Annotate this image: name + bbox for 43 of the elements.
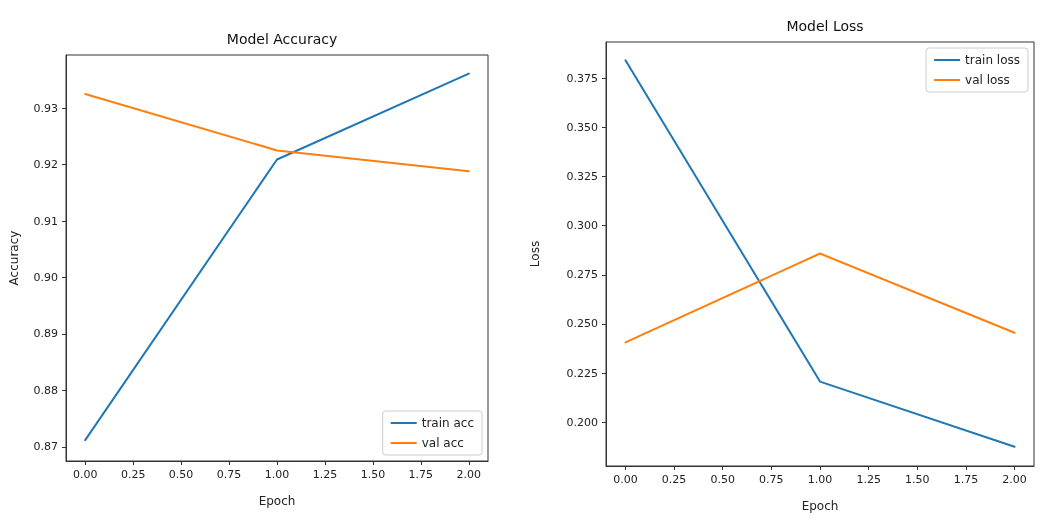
legend-label: val loss bbox=[965, 73, 1010, 87]
x-tick-label: 1.50 bbox=[905, 473, 930, 486]
y-tick-label: 0.325 bbox=[566, 169, 598, 183]
x-tick-label: 1.25 bbox=[312, 468, 338, 481]
x-tick-label: 1.75 bbox=[953, 473, 979, 486]
y-tick-label: 0.87 bbox=[33, 440, 58, 454]
y-axis-title: Accuracy bbox=[7, 230, 21, 286]
x-tick-label: 1.25 bbox=[856, 473, 881, 486]
x-axis-title: Epoch bbox=[258, 494, 296, 508]
x-tick-label: 1.50 bbox=[360, 468, 386, 481]
y-tick-label: 0.90 bbox=[33, 270, 58, 284]
x-tick-label: 0.50 bbox=[710, 473, 735, 486]
x-tick-label: 1.00 bbox=[807, 473, 833, 486]
y-tick-label: 0.92 bbox=[33, 158, 58, 172]
x-tick-label: 0.50 bbox=[168, 468, 194, 481]
x-tick-label: 0.00 bbox=[613, 473, 638, 486]
x-axis-title: Epoch bbox=[801, 499, 839, 513]
y-tick-label: 0.275 bbox=[566, 268, 598, 282]
y-tick-label: 0.88 bbox=[33, 383, 58, 397]
chart-title: Model Loss bbox=[786, 18, 864, 34]
x-tick-label: 1.00 bbox=[264, 468, 290, 481]
x-tick-label: 1.75 bbox=[408, 468, 434, 481]
x-tick-label: 2.00 bbox=[1002, 473, 1027, 486]
y-tick-label: 0.225 bbox=[566, 366, 598, 380]
x-tick-label: 0.25 bbox=[120, 468, 146, 481]
x-tick-label: 0.00 bbox=[72, 468, 98, 481]
y-tick-label: 0.300 bbox=[566, 219, 598, 233]
legend-label: val acc bbox=[421, 436, 464, 450]
y-tick-label: 0.200 bbox=[566, 415, 598, 429]
y-tick-label: 0.89 bbox=[33, 327, 58, 341]
y-tick-label: 0.93 bbox=[33, 101, 58, 115]
y-tick-label: 0.91 bbox=[33, 214, 58, 228]
x-tick-label: 0.75 bbox=[759, 473, 784, 486]
y-tick-label: 0.375 bbox=[566, 71, 598, 85]
y-axis-title: Loss bbox=[528, 240, 542, 268]
x-tick-label: 0.75 bbox=[216, 468, 242, 481]
legend-label: train acc bbox=[421, 416, 474, 430]
y-tick-label: 0.350 bbox=[566, 120, 598, 134]
x-tick-label: 0.25 bbox=[661, 473, 687, 486]
y-tick-label: 0.250 bbox=[566, 317, 598, 331]
legend-label: train loss bbox=[965, 53, 1021, 67]
x-tick-label: 2.00 bbox=[456, 468, 482, 481]
chart-title: Model Accuracy bbox=[226, 31, 338, 47]
